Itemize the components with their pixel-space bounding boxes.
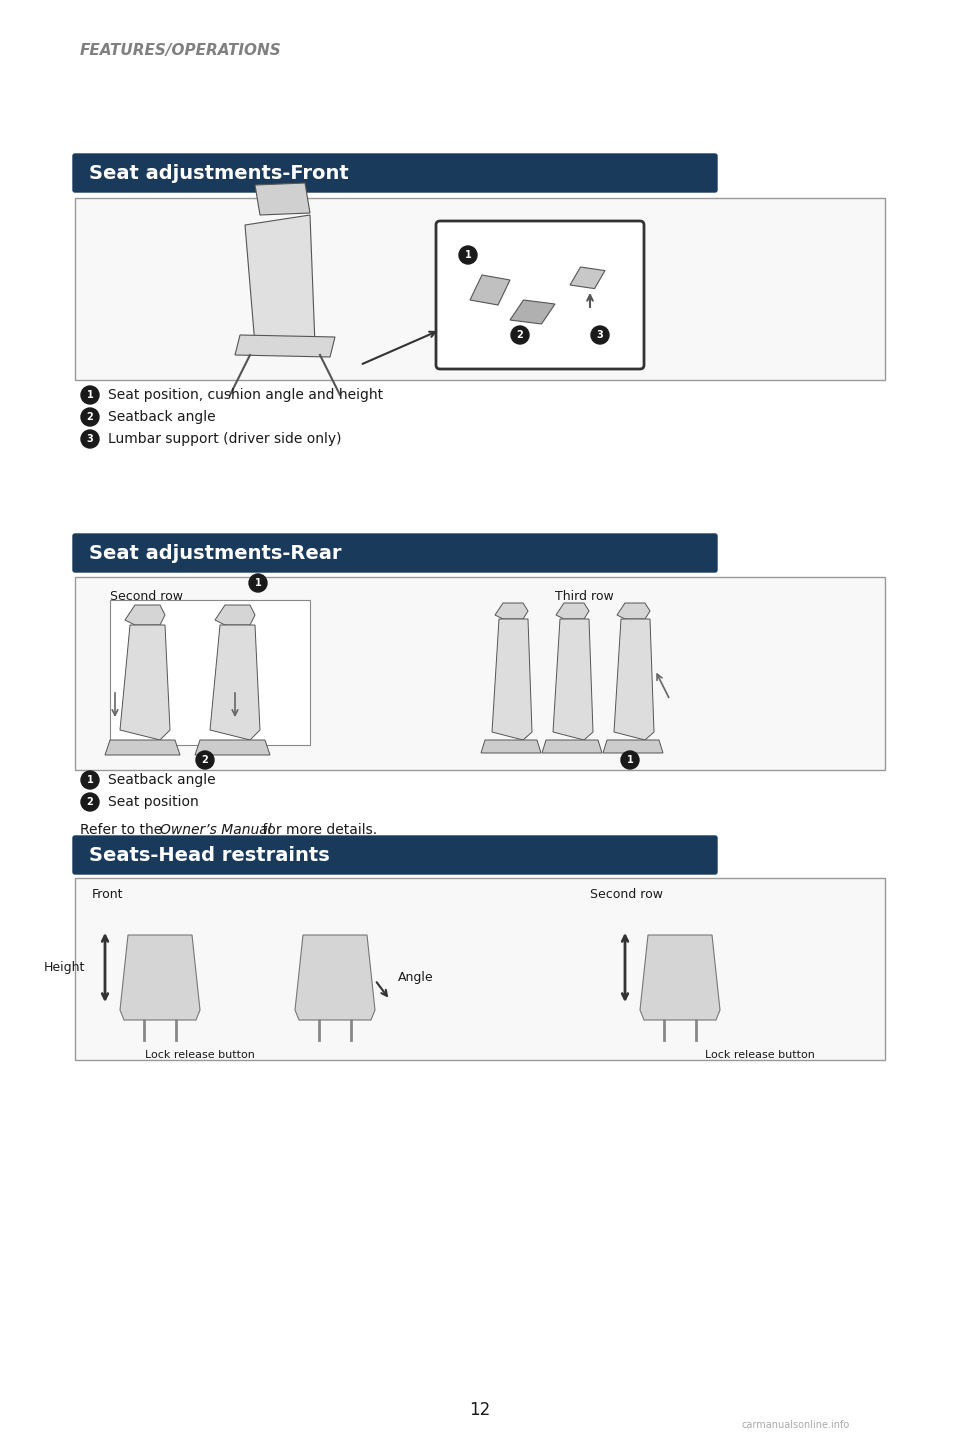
FancyBboxPatch shape [75, 878, 885, 1060]
Polygon shape [617, 603, 650, 619]
Text: Owner’s Manual: Owner’s Manual [160, 824, 272, 837]
Text: 1: 1 [86, 775, 93, 785]
Text: Lumbar support (driver side only): Lumbar support (driver side only) [108, 432, 342, 446]
Text: Second row: Second row [110, 590, 183, 603]
Text: Angle: Angle [398, 972, 434, 985]
Text: Seat adjustments-Rear: Seat adjustments-Rear [89, 543, 342, 563]
Text: Lock release button: Lock release button [705, 1050, 815, 1060]
Text: Seat position, cushion angle and height: Seat position, cushion angle and height [108, 387, 383, 402]
Polygon shape [120, 625, 170, 740]
FancyBboxPatch shape [73, 154, 717, 192]
Text: Seatback angle: Seatback angle [108, 410, 216, 423]
Polygon shape [235, 336, 335, 357]
Text: Height: Height [43, 962, 85, 975]
Circle shape [196, 752, 214, 769]
Polygon shape [556, 603, 589, 619]
Text: Refer to the: Refer to the [80, 824, 167, 837]
Polygon shape [120, 935, 200, 1020]
Polygon shape [470, 275, 510, 305]
FancyBboxPatch shape [75, 199, 885, 380]
Text: Third row: Third row [555, 590, 613, 603]
Polygon shape [215, 605, 255, 625]
Polygon shape [295, 935, 375, 1020]
Polygon shape [640, 935, 720, 1020]
Circle shape [81, 431, 99, 448]
FancyBboxPatch shape [73, 534, 717, 572]
Polygon shape [255, 183, 310, 215]
FancyBboxPatch shape [75, 577, 885, 770]
Text: 2: 2 [86, 796, 93, 806]
Circle shape [81, 408, 99, 426]
Polygon shape [492, 619, 532, 740]
Text: 3: 3 [596, 330, 604, 340]
Text: 1: 1 [465, 251, 471, 261]
FancyBboxPatch shape [436, 220, 644, 369]
Polygon shape [495, 603, 528, 619]
Circle shape [81, 386, 99, 405]
Polygon shape [570, 266, 605, 288]
Text: Seats-Head restraints: Seats-Head restraints [89, 845, 329, 864]
Text: Seat position: Seat position [108, 795, 199, 809]
Circle shape [81, 770, 99, 789]
Polygon shape [542, 740, 602, 753]
Text: Front: Front [92, 888, 124, 901]
Text: Seat adjustments-Front: Seat adjustments-Front [89, 164, 348, 183]
Polygon shape [195, 740, 270, 755]
Polygon shape [105, 740, 180, 755]
Polygon shape [614, 619, 654, 740]
Circle shape [459, 246, 477, 264]
Polygon shape [125, 605, 165, 625]
Polygon shape [510, 300, 555, 324]
FancyBboxPatch shape [73, 837, 717, 874]
Text: 12: 12 [469, 1401, 491, 1418]
Text: for more details.: for more details. [258, 824, 377, 837]
Polygon shape [245, 215, 315, 346]
Polygon shape [481, 740, 541, 753]
Circle shape [81, 793, 99, 811]
Text: FEATURES/OPERATIONS: FEATURES/OPERATIONS [80, 43, 281, 58]
FancyBboxPatch shape [110, 600, 310, 744]
Text: 1: 1 [627, 755, 634, 765]
Text: 2: 2 [86, 412, 93, 422]
Text: Lock release button: Lock release button [145, 1050, 255, 1060]
Circle shape [591, 325, 609, 344]
Polygon shape [553, 619, 593, 740]
Text: carmanualsonline.info: carmanualsonline.info [742, 1420, 850, 1430]
Circle shape [511, 325, 529, 344]
Polygon shape [210, 625, 260, 740]
Text: 1: 1 [254, 577, 261, 588]
Text: 1: 1 [86, 390, 93, 400]
Text: Second row: Second row [590, 888, 663, 901]
Circle shape [621, 752, 639, 769]
Polygon shape [603, 740, 663, 753]
Text: 3: 3 [86, 433, 93, 444]
Text: 2: 2 [202, 755, 208, 765]
Text: Seatback angle: Seatback angle [108, 773, 216, 788]
Circle shape [249, 575, 267, 592]
Text: 2: 2 [516, 330, 523, 340]
